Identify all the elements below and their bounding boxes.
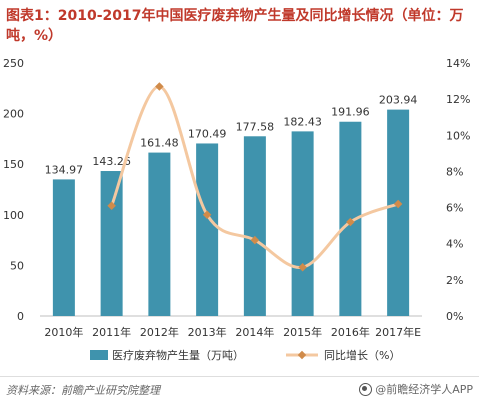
bar-value-label: 170.49 (188, 127, 227, 140)
legend-line-marker (297, 350, 307, 360)
bar-value-label: 177.58 (236, 120, 275, 133)
right-axis-tick-label: 10% (446, 129, 470, 142)
bar-3 (148, 152, 171, 316)
right-axis-tick-label: 8% (446, 165, 463, 178)
chart-title: 图表1：2010-2017年中国医疗废弃物产生量及同比增长情况（单位：万吨，%） (6, 8, 464, 44)
x-axis-tick-label: 2010年 (44, 325, 83, 339)
growth-point (393, 199, 403, 209)
growth-point (298, 262, 307, 272)
bar-1 (52, 179, 75, 316)
brand-credit: @前瞻经济学人APP (359, 381, 473, 397)
growth-line (110, 84, 399, 269)
right-axis-tick-label: 6% (446, 202, 463, 215)
bar-value-label: 161.48 (140, 137, 179, 150)
right-axis-tick-label: 12% (446, 93, 470, 106)
bar-value-label: 203.94 (379, 94, 418, 107)
x-axis-tick-label: 2013年 (188, 325, 227, 339)
growth-point (346, 217, 355, 227)
growth-point (155, 82, 164, 91)
bar-value-label: 143.26 (92, 155, 131, 168)
bar-5 (243, 136, 266, 316)
left-axis-tick-label: 250 (3, 57, 24, 70)
x-axis-tick-label: 2015年 (283, 325, 322, 339)
right-axis-tick-label: 0% (446, 310, 463, 323)
bar-8 (387, 109, 410, 316)
right-axis-tick-label: 4% (446, 238, 463, 251)
left-axis-tick-label: 0 (17, 310, 24, 323)
bar-value-label: 191.96 (331, 106, 370, 119)
right-axis-tick-label: 2% (446, 274, 463, 287)
bar-6 (291, 131, 314, 316)
bar-value-label: 182.43 (283, 115, 322, 128)
x-axis-tick-label: 2014年 (235, 325, 274, 339)
bar-2 (100, 171, 123, 316)
growth-point (250, 235, 260, 245)
left-axis-tick-label: 50 (10, 259, 24, 272)
left-axis-tick-label: 150 (3, 158, 24, 171)
x-axis-tick-label: 2016年 (331, 325, 370, 339)
left-axis-tick-label: 100 (3, 209, 24, 222)
bar-value-label: 134.97 (45, 163, 84, 176)
brand-logo-icon (359, 382, 373, 396)
right-axis-tick-label: 14% (446, 57, 470, 70)
growth-point (107, 201, 116, 211)
footer-divider (0, 376, 479, 377)
x-axis-tick-label: 2012年 (140, 325, 179, 339)
source-note: 资料来源：前瞻产业研究院整理 (6, 384, 160, 397)
x-axis-tick-label: 2017年E (375, 325, 421, 339)
legend-bar-label: 医疗废弃物产生量（万吨） (112, 348, 244, 362)
bar-4 (196, 143, 219, 316)
growth-point (202, 210, 212, 220)
left-axis-tick-label: 200 (3, 108, 24, 121)
brand-text: @前瞻经济学人APP (375, 383, 473, 396)
legend-line-label: 同比增长（%） (324, 348, 400, 362)
legend-bar-swatch (90, 350, 108, 360)
x-axis-tick-label: 2011年 (92, 325, 131, 339)
